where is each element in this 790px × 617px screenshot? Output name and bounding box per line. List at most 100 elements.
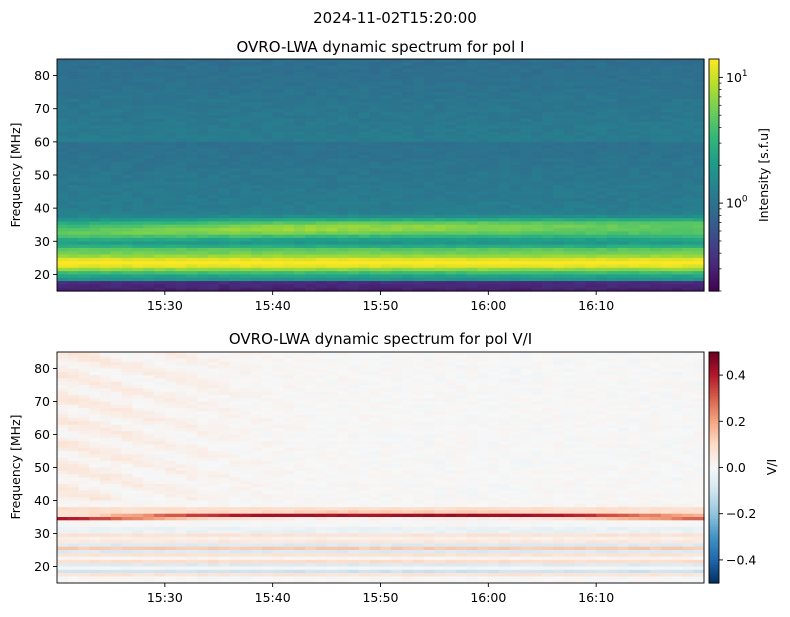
spectrogram-cell: [650, 201, 662, 206]
spectrogram-cell: [57, 579, 69, 584]
spectrogram-cell: [143, 161, 155, 166]
spectrogram-cell: [596, 92, 608, 97]
spectrogram-cell: [240, 221, 252, 226]
spectrogram-cell: [671, 214, 684, 219]
spectrogram-cell: [67, 214, 80, 219]
spectrogram-cell: [57, 284, 69, 289]
spectrogram-cell: [542, 118, 554, 123]
spectrogram-cell: [121, 118, 134, 123]
spectrogram-cell: [78, 513, 90, 518]
spectrogram-cell: [337, 224, 349, 229]
spectrogram-cell: [283, 118, 295, 123]
spectrogram-cell: [100, 470, 112, 475]
spectrogram-cell: [596, 221, 608, 226]
spectrogram-cell: [434, 184, 446, 189]
spectrogram-cell: [197, 68, 209, 73]
spectrogram-cell: [380, 188, 392, 193]
spectrogram-cell: [402, 78, 414, 83]
spectrogram-cell: [682, 287, 694, 292]
spectrogram-cell: [606, 237, 619, 242]
spectrogram-cell: [639, 241, 651, 246]
spectrogram-cell: [175, 237, 187, 242]
spectrogram-cell: [78, 517, 90, 521]
spectrogram-cell: [434, 198, 446, 203]
spectrogram-cell: [477, 128, 489, 133]
spectrogram-cell: [596, 72, 608, 77]
spectrogram-cell: [423, 59, 436, 63]
spectrogram-cell: [542, 102, 554, 106]
spectrogram-cell: [596, 188, 608, 193]
spectrogram-cell: [78, 211, 90, 216]
spectrogram-cell: [358, 88, 371, 93]
spectrogram-cell: [175, 78, 187, 83]
spectrogram-cell: [272, 138, 285, 143]
spectrogram-cell: [423, 161, 436, 166]
spectrogram-cell: [520, 168, 533, 173]
spectrogram-cell: [186, 247, 198, 252]
spectrogram-cell: [89, 550, 101, 554]
spectrogram-cell: [574, 82, 586, 87]
spectrogram-cell: [197, 95, 209, 100]
spectrogram-cell: [606, 165, 619, 169]
spectrogram-cell: [423, 234, 436, 239]
spectrogram-cell: [542, 175, 554, 179]
spectrogram-cell: [520, 191, 533, 196]
spectrogram-cell: [520, 128, 533, 133]
spectrogram-cell: [326, 271, 338, 276]
spectrogram-cell: [639, 155, 651, 160]
spectrogram-cell: [348, 247, 360, 252]
spectrogram-cell: [585, 284, 597, 289]
spectrogram-cell: [78, 82, 90, 87]
spectrogram-cell: [143, 513, 155, 518]
spectrogram-cell: [186, 264, 198, 269]
spectrogram-cell: [542, 184, 554, 189]
spectrogram-cell: [596, 201, 608, 206]
spectrogram-cell: [261, 121, 274, 126]
spectrogram-cell: [186, 72, 198, 77]
spectrogram-cell: [110, 427, 123, 432]
spectrogram-cell: [542, 191, 554, 196]
spectrogram-cell: [380, 257, 392, 262]
spectrogram-cell: [574, 155, 586, 160]
spectrogram-cell: [596, 128, 608, 133]
spectrogram-cell: [402, 151, 414, 156]
spectrogram-cell: [682, 102, 694, 106]
spectrogram-cell: [499, 184, 511, 189]
spectrogram-cell: [89, 569, 101, 574]
spectrogram-cell: [574, 284, 586, 289]
spectrogram-cell: [132, 381, 144, 386]
spectrogram-cell: [67, 257, 80, 262]
spectrogram-cell: [337, 171, 349, 176]
spectrogram-cell: [553, 92, 565, 97]
spectrogram-cell: [606, 72, 619, 77]
spectrogram-cell: [229, 161, 241, 166]
spectrogram-cell: [380, 198, 392, 203]
spectrogram-cell: [369, 102, 382, 106]
spectrogram-cell: [78, 131, 90, 136]
spectrogram-cell: [207, 271, 220, 276]
spectrogram-cell: [57, 118, 69, 123]
spectrogram-cell: [89, 108, 101, 113]
spectrogram-cell: [110, 414, 123, 419]
spectrogram-cell: [369, 254, 382, 259]
spectrogram-cell: [186, 267, 198, 272]
spectrogram-cell: [207, 118, 220, 123]
spectrogram-cell: [563, 175, 576, 179]
spectrogram-cell: [520, 121, 533, 126]
spectrogram-cell: [100, 257, 112, 262]
spectrogram-cell: [585, 181, 597, 186]
spectrogram-cell: [218, 118, 231, 123]
spectrogram-cell: [596, 218, 608, 222]
spectrogram-cell: [67, 221, 80, 226]
spectrogram-cell: [164, 82, 177, 87]
spectrogram-cell: [186, 112, 198, 116]
spectrogram-cell: [154, 244, 166, 249]
spectrogram-cell: [466, 208, 479, 213]
spectrogram-cell: [455, 224, 468, 229]
colorbar-cell: [709, 92, 719, 96]
spectrogram-cell: [186, 284, 198, 289]
spectrogram-cell: [488, 254, 500, 259]
spectrogram-cell: [563, 145, 576, 150]
spectrogram-cell: [121, 388, 134, 393]
spectrogram-cell: [358, 62, 371, 67]
